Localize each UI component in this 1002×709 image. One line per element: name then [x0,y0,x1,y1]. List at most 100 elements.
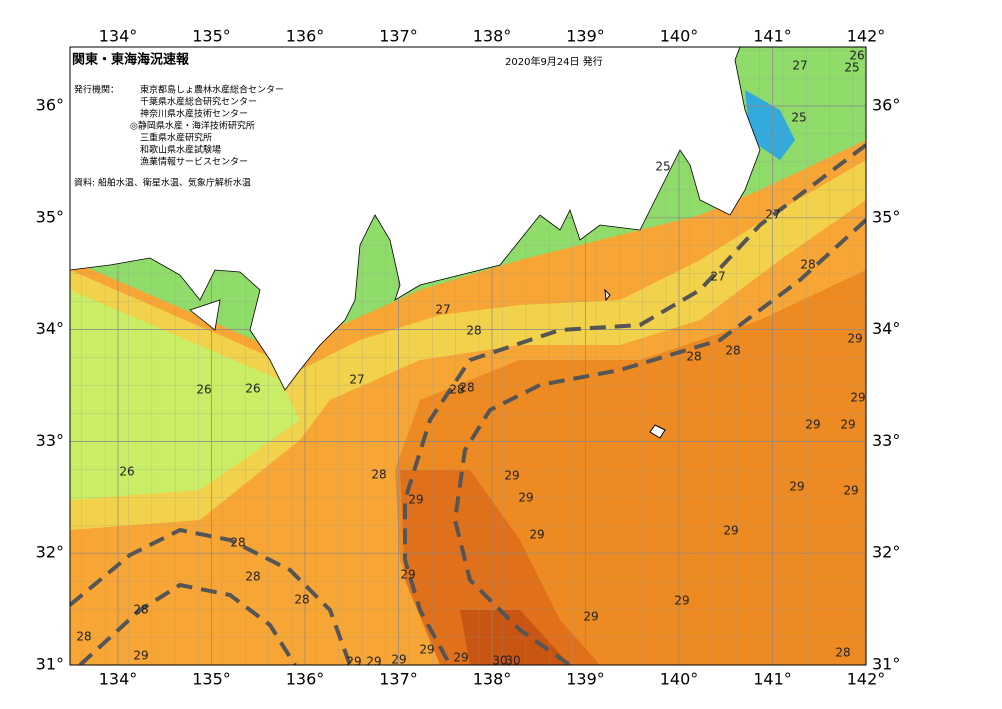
contour-label: 27 [349,373,364,387]
contour-label: 26 [849,49,864,63]
contour-label: 29 [453,651,468,665]
lat-tick-label: 36° [872,96,900,115]
organization: ◎静岡県水産・海洋技術研究所 [130,120,255,132]
lon-tick-label: 134° [99,27,138,46]
contour-label: 28 [835,646,850,660]
contour-label: 28 [133,603,148,617]
island [649,424,666,439]
lon-tick-label: 142° [847,27,886,46]
contour-label: 26 [245,382,260,396]
lon-tick-label: 137° [379,27,418,46]
lon-tick-label: 138° [473,27,512,46]
lon-tick-label: 142° [847,670,886,689]
contour-label: 30 [492,654,507,668]
contour-label: 28 [466,324,481,338]
lon-tick-label: 140° [660,27,699,46]
kuroshio-line [70,527,352,665]
lat-tick-label: 32° [36,543,64,562]
contour-label: 28 [725,344,740,358]
organization: 千葉県水産総合研究センター [140,96,257,108]
sea-warm-core [400,470,600,665]
lat-tick-label: 32° [872,543,900,562]
lon-tick-label: 136° [286,27,325,46]
contour-label: 28 [449,383,464,397]
contour-label: 28 [800,258,815,272]
lon-tick-label: 138° [473,670,512,689]
contour-label: 27 [435,303,450,317]
lat-tick-label: 35° [36,207,64,226]
contour-label: 29 [805,418,820,432]
island [189,299,221,331]
lat-tick-label: 36° [36,96,64,115]
contour-label: 29 [674,594,689,608]
contour-label: 29 [419,643,434,657]
lon-tick-label: 139° [566,670,605,689]
contour-label: 29 [843,484,858,498]
land [70,47,761,391]
organization: 和歌山県水産試験場 [140,144,221,156]
contour-label: 29 [518,491,533,505]
lon-tick-label: 135° [192,670,231,689]
contour-label: 25 [844,61,859,75]
lat-tick-label: 31° [36,655,64,674]
contour-label: 28 [459,381,474,395]
contour-label: 28 [371,468,386,482]
contour-label: 29 [408,493,423,507]
kuroshio-line [403,143,866,665]
lon-tick-label: 134° [99,670,138,689]
organization: 三重県水産研究所 [140,132,212,144]
lat-tick-label: 34° [36,319,64,338]
contour-label: 29 [723,524,738,538]
contour-label: 27 [792,59,807,73]
contour-label: 25 [791,111,806,125]
contour-label: 29 [529,528,544,542]
contour-label: 28 [686,350,701,364]
contour-label: 29 [504,469,519,483]
contour-label: 29 [789,480,804,494]
lat-tick-label: 31° [872,655,900,674]
kuroshio-line [452,218,866,665]
publisher-label: 発行機関： [74,84,119,96]
contour-label: 28 [230,536,245,550]
frame [69,46,867,666]
organization: 東京都島しょ農林水産総合センター [140,84,284,96]
contour-label: 29 [400,568,415,582]
date: 2020年9月24日 発行 [505,55,603,68]
sea-hot [460,610,570,665]
lat-tick-label: 35° [872,207,900,226]
source: 資料: 船舶水温、衛星水温、気象庁解析水温 [74,177,251,189]
lon-tick-label: 140° [660,670,699,689]
lat-tick-label: 34° [872,319,900,338]
contour-label: 29 [391,653,406,667]
contour-label: 29 [366,655,381,669]
contour-label: 26 [119,465,134,479]
ticks: 134° 134° 135° 135° 136° 136° 137° 137° 138° 138°… [36,27,901,689]
island [604,288,611,302]
kuroshio-line [78,582,297,665]
organizations: 東京都島しょ農林水産総合センター千葉県水産総合研究センター神奈川県水産技術センタ… [130,84,284,168]
lon-tick-label: 137° [379,670,418,689]
lat-tick-label: 33° [36,431,64,450]
lon-tick-label: 139° [566,27,605,46]
sea-yellowgreen [70,290,300,500]
contour-label: 26 [196,383,211,397]
contour-label: 29 [346,655,361,669]
contour-label: 27 [710,270,725,284]
lon-tick-label: 141° [753,670,792,689]
contour-label: 29 [850,391,865,405]
lon-tick-label: 136° [286,670,325,689]
contour-label: 28 [245,570,260,584]
contour-label: 30 [505,654,520,668]
contour-label: 28 [76,630,91,644]
lon-tick-label: 135° [192,27,231,46]
organization: 神奈川県水産技術センター [140,108,248,120]
lon-tick-label: 141° [753,27,792,46]
contour-label: 25 [655,160,670,174]
organization: 漁業情報サービスセンター [140,156,248,168]
contour-label: 29 [840,418,855,432]
title: 関東・東海海況速報 [72,52,190,68]
contour-label: 27 [765,208,780,222]
